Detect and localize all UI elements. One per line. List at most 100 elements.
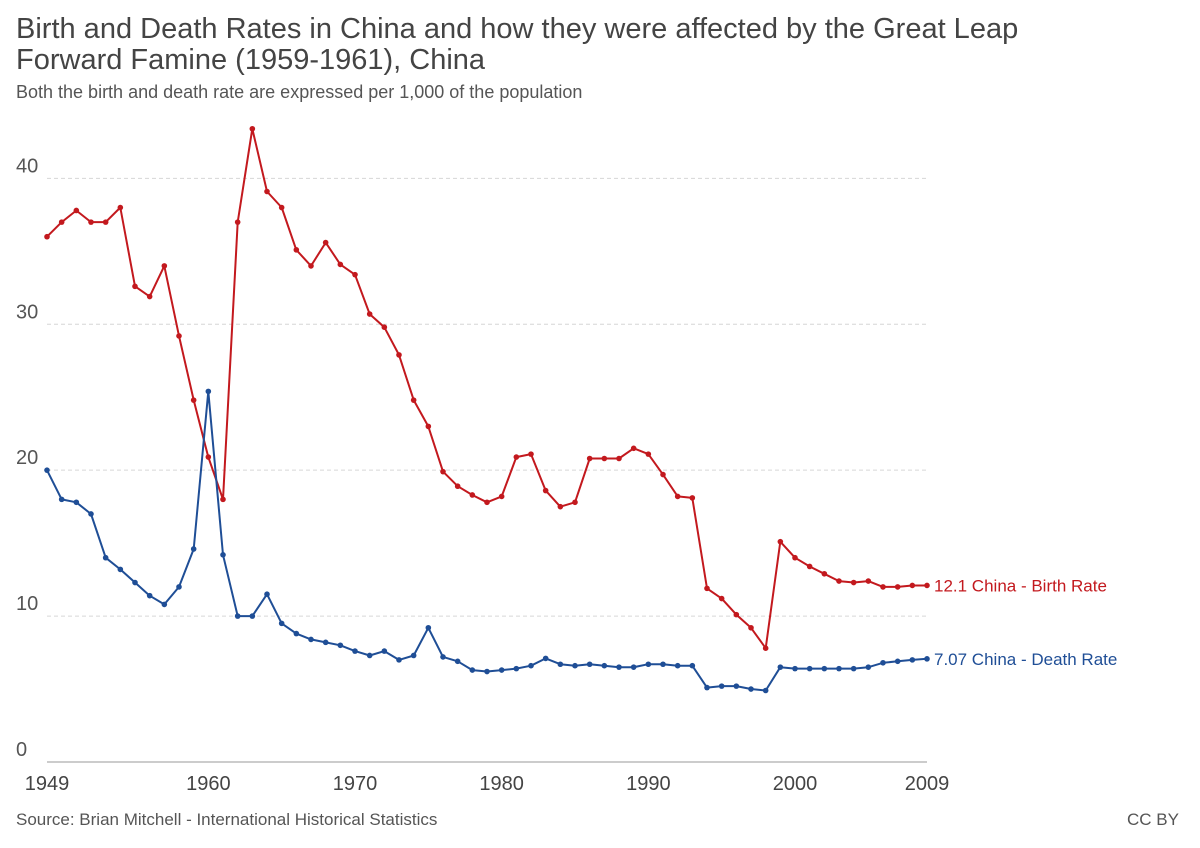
data-point [572, 662, 578, 669]
data-point [498, 493, 505, 500]
data-point [278, 620, 285, 627]
x-axis: 1949 1960 1970 1980 1990 2000 2009 [25, 773, 950, 795]
data-point [513, 454, 520, 460]
data-point [205, 388, 212, 395]
data-point [660, 661, 666, 668]
data-point [630, 664, 637, 670]
data-point [337, 261, 344, 268]
data-point [381, 648, 388, 654]
data-point [440, 468, 446, 475]
x-tick-label: 1970 [333, 773, 378, 795]
license-link[interactable]: CC BY [1127, 810, 1179, 829]
data-point [498, 667, 505, 673]
data-point [850, 665, 857, 672]
data-point [146, 293, 153, 300]
data-point [102, 219, 109, 225]
data-point [616, 455, 622, 462]
data-point [132, 579, 138, 586]
data-point [117, 204, 124, 211]
data-point [176, 333, 182, 339]
series-end-labels: 12.1 China - Birth Rate 7.07 China - Deat… [934, 576, 1117, 668]
data-point [308, 263, 314, 269]
x-tick-label: 1980 [479, 773, 524, 795]
data-point [630, 445, 637, 452]
data-point [484, 499, 490, 506]
data-point [718, 683, 725, 689]
source-note: Source: Brian Mitchell - International H… [16, 810, 438, 829]
data-point [396, 657, 402, 663]
data-point [469, 667, 476, 673]
data-point [733, 683, 740, 689]
data-point [366, 311, 373, 317]
data-point [484, 668, 490, 675]
data-point [674, 493, 681, 500]
data-point [748, 624, 754, 631]
data-point [73, 207, 80, 214]
data-point [924, 582, 930, 589]
data-point [616, 664, 622, 670]
data-point [660, 471, 666, 478]
data-point [865, 578, 872, 584]
data-point [249, 125, 256, 132]
data-point [88, 511, 94, 517]
data-point [557, 503, 564, 510]
data-point [542, 655, 549, 662]
data-point [352, 271, 358, 278]
data-point [909, 657, 916, 663]
data-point [894, 584, 901, 590]
y-tick-label: 30 [16, 301, 38, 323]
data-point [586, 661, 593, 668]
data-point [806, 563, 813, 570]
data-point [704, 585, 710, 592]
data-point [924, 656, 930, 662]
data-point [748, 686, 754, 692]
data-point [220, 552, 226, 558]
data-point [762, 645, 769, 651]
y-tick-label: 20 [16, 447, 38, 469]
data-point [190, 397, 197, 403]
data-point [161, 601, 168, 608]
data-point [718, 595, 725, 602]
data-point [322, 639, 329, 646]
data-point [762, 687, 769, 694]
data-point [161, 263, 168, 269]
data-point [909, 582, 916, 589]
data-point [572, 499, 578, 506]
data-point [777, 664, 784, 670]
data-point [58, 496, 65, 503]
data-point [777, 538, 784, 545]
x-tick-label: 2000 [773, 773, 818, 795]
data-point [293, 630, 300, 637]
series-line [46, 390, 928, 692]
data-point [528, 451, 534, 457]
data-point [88, 219, 94, 225]
data-point [102, 554, 109, 561]
data-point [704, 684, 710, 691]
data-point [205, 454, 212, 460]
data-point [146, 592, 153, 599]
data-point [176, 584, 182, 590]
data-point [469, 492, 476, 498]
data-point [821, 665, 828, 672]
chart-title: Birth and Death Rates in China and how t… [16, 13, 1019, 76]
data-point [806, 665, 813, 672]
y-axis: 0 10 20 30 40 [16, 155, 38, 761]
data-point [865, 664, 872, 670]
data-point [220, 496, 226, 503]
data-point [44, 467, 50, 473]
data-point [674, 662, 681, 669]
data-point [513, 665, 520, 672]
data-point [322, 239, 329, 246]
x-tick-label: 1960 [186, 773, 231, 795]
grid-lines [47, 177, 927, 763]
data-point [880, 584, 886, 590]
data-point [337, 642, 344, 649]
data-point [234, 219, 241, 225]
data-point [454, 483, 461, 490]
data-point [44, 233, 50, 240]
data-point [586, 455, 593, 462]
data-point [58, 219, 65, 225]
data-point [352, 648, 358, 654]
data-point [689, 495, 696, 501]
y-tick-label: 10 [16, 593, 38, 615]
